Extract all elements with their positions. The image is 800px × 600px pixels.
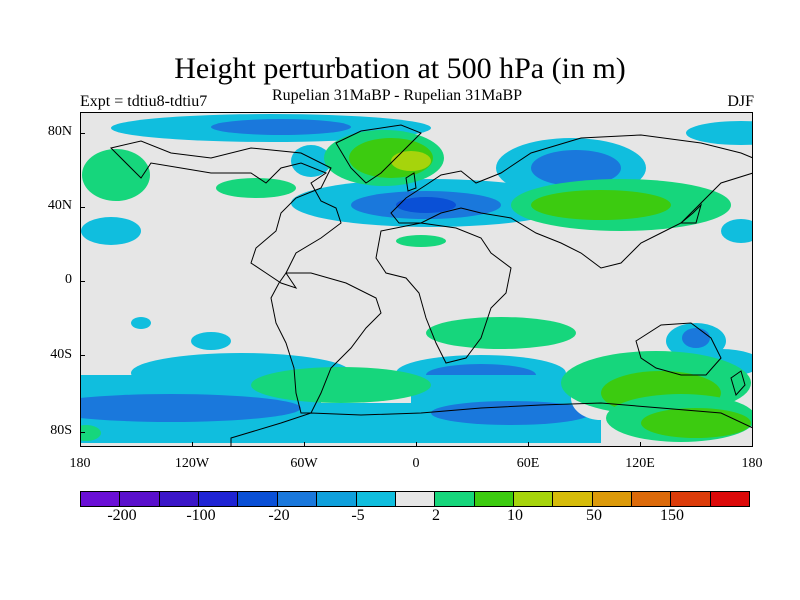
coastlines: [110, 124, 752, 446]
colorbar-swatch: [277, 492, 318, 506]
positive-region: [426, 317, 576, 349]
japan-coast: [679, 203, 702, 224]
negative-region: [682, 328, 710, 348]
positive-region: [391, 151, 431, 171]
colorbar-label: 50: [586, 507, 602, 524]
colorbar: [80, 491, 750, 507]
latitude-label: 80S: [50, 423, 72, 438]
new-zealand-coast: [730, 370, 746, 396]
colorbar-swatch: [671, 492, 711, 506]
colorbar-swatch: [710, 492, 750, 506]
latitude-label: 40S: [50, 347, 72, 362]
negative-region: [396, 197, 456, 213]
season-label: DJF: [727, 93, 754, 110]
plot-title: Height perturbation at 500 hPa (in m): [174, 52, 626, 85]
colorbar-swatch: [395, 492, 436, 506]
latitude-label: 0: [65, 272, 72, 287]
positive-anomaly-regions: [81, 130, 752, 442]
colorbar-swatch: [159, 492, 200, 506]
contour-field: [81, 114, 752, 446]
north-america-coast: [110, 140, 342, 289]
colorbar-label: -5: [351, 507, 365, 524]
latitude-label: 80N: [47, 124, 72, 139]
colorbar-swatch: [553, 492, 593, 506]
antarctica-coast: [230, 402, 752, 446]
colorbar-label: -100: [186, 507, 216, 524]
south-america-coast: [270, 272, 382, 414]
negative-region: [686, 121, 752, 145]
colorbar-swatch: [199, 492, 239, 506]
experiment-label: Expt = tdtiu8-tdtiu7: [80, 93, 208, 110]
africa-coast: [375, 222, 512, 364]
colorbar-swatch: [120, 492, 160, 506]
positive-region: [396, 235, 446, 247]
eurasia-coast: [390, 134, 752, 269]
positive-region: [81, 425, 101, 441]
colorbar-label: -20: [268, 507, 290, 524]
colorbar-swatch: [238, 492, 278, 506]
map-panel: [80, 112, 753, 447]
positive-region: [641, 408, 751, 438]
longitude-label: 180: [69, 456, 91, 471]
colorbar-swatch: [592, 492, 633, 506]
colorbar-swatch: [356, 492, 396, 506]
colorbar-label: 150: [660, 507, 684, 524]
greenland-coast: [335, 124, 422, 184]
colorbar-swatch: [317, 492, 357, 506]
colorbar-label: 10: [507, 507, 523, 524]
negative-region: [131, 317, 151, 329]
longitude-label: 60W: [290, 456, 318, 471]
positive-region: [216, 178, 296, 198]
colorbar-swatch: [474, 492, 514, 506]
negative-region: [721, 219, 752, 243]
uk-coast: [405, 172, 417, 192]
colorbar-label: -200: [107, 507, 137, 524]
colorbar-swatch: [632, 492, 672, 506]
negative-region: [211, 119, 351, 135]
positive-region: [531, 190, 671, 220]
longitude-label: 0: [412, 456, 420, 471]
longitude-label: 180: [741, 456, 763, 471]
negative-region: [81, 217, 141, 245]
australia-coast: [635, 322, 722, 376]
negative-anomaly-regions: [81, 114, 752, 446]
colorbar-swatch: [435, 492, 475, 506]
negative-region: [191, 332, 231, 350]
colorbar-swatch: [513, 492, 554, 506]
negative-region: [81, 394, 301, 422]
negative-region: [531, 150, 621, 186]
period-label: Rupelian 31MaBP - Rupelian 31MaBP: [272, 87, 523, 104]
colorbar-swatch: [81, 492, 121, 506]
positive-region: [251, 367, 431, 403]
colorbar-label: 2: [432, 507, 440, 524]
positive-region: [82, 149, 150, 201]
latitude-label: 40N: [47, 198, 72, 213]
longitude-label: 120W: [174, 456, 210, 471]
longitude-label: 120E: [625, 456, 655, 471]
negative-region: [431, 401, 591, 425]
longitude-label: 60E: [516, 456, 540, 471]
